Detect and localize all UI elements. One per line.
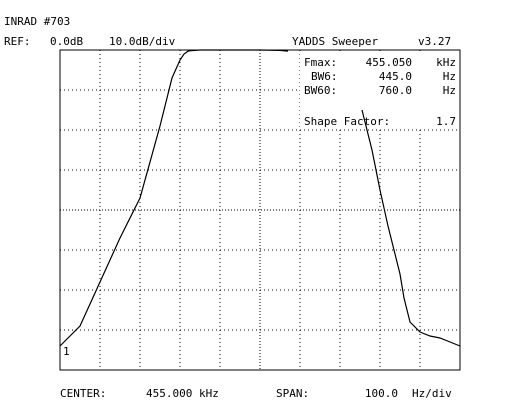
bw60-label: BW60:: [304, 84, 337, 97]
plot-grid: [60, 50, 460, 370]
filter-title: INRAD #703: [4, 15, 70, 28]
response-trace: [59, 49, 289, 347]
response-traces: [59, 49, 461, 347]
response-trace: [361, 109, 461, 347]
span-value: 100.0: [365, 387, 398, 400]
bw6-unit: Hz: [443, 70, 456, 83]
ref-value: 0.0dB: [50, 35, 83, 48]
app-name: YADDS Sweeper: [292, 35, 378, 48]
shape-factor-value: 1.7: [436, 115, 456, 128]
center-value: 455.000 kHz: [146, 387, 219, 400]
center-label: CENTER:: [60, 387, 106, 400]
shape-factor-label: Shape Factor:: [304, 115, 390, 128]
bw6-label: BW6:: [311, 70, 338, 83]
fmax-value: 455.050: [366, 56, 412, 69]
fmax-label: Fmax:: [304, 56, 337, 69]
fmax-unit: kHz: [436, 56, 456, 69]
ref-label: REF:: [4, 35, 31, 48]
app-version: v3.27: [418, 35, 451, 48]
bw60-unit: Hz: [443, 84, 456, 97]
bw6-value: 445.0: [379, 70, 412, 83]
span-unit: Hz/div: [412, 387, 452, 400]
span-label: SPAN:: [276, 387, 309, 400]
readout-box: [300, 53, 458, 129]
marker-label: 1: [63, 345, 70, 358]
bw60-value: 760.0: [379, 84, 412, 97]
scale-value: 10.0dB/div: [109, 35, 176, 48]
